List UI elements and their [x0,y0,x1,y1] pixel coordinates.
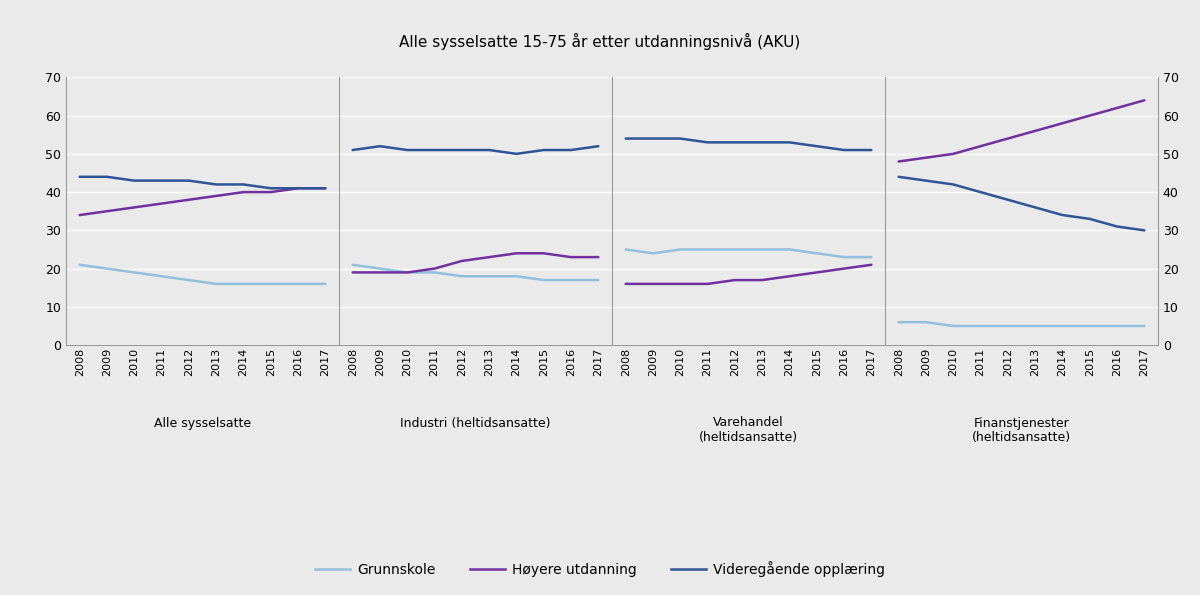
Text: Industri (heltidsansatte): Industri (heltidsansatte) [401,416,551,430]
Text: Varehandel
(heltidsansatte): Varehandel (heltidsansatte) [698,416,798,444]
Text: Alle sysselsatte 15-75 år etter utdanningsnivå (AKU): Alle sysselsatte 15-75 år etter utdannin… [400,33,800,50]
Legend: Grunnskole, Høyere utdanning, Videregående opplæring: Grunnskole, Høyere utdanning, Videregåen… [310,555,890,582]
Text: Finanstjenester
(heltidsansatte): Finanstjenester (heltidsansatte) [972,416,1072,444]
Text: Alle sysselsatte: Alle sysselsatte [154,416,251,430]
